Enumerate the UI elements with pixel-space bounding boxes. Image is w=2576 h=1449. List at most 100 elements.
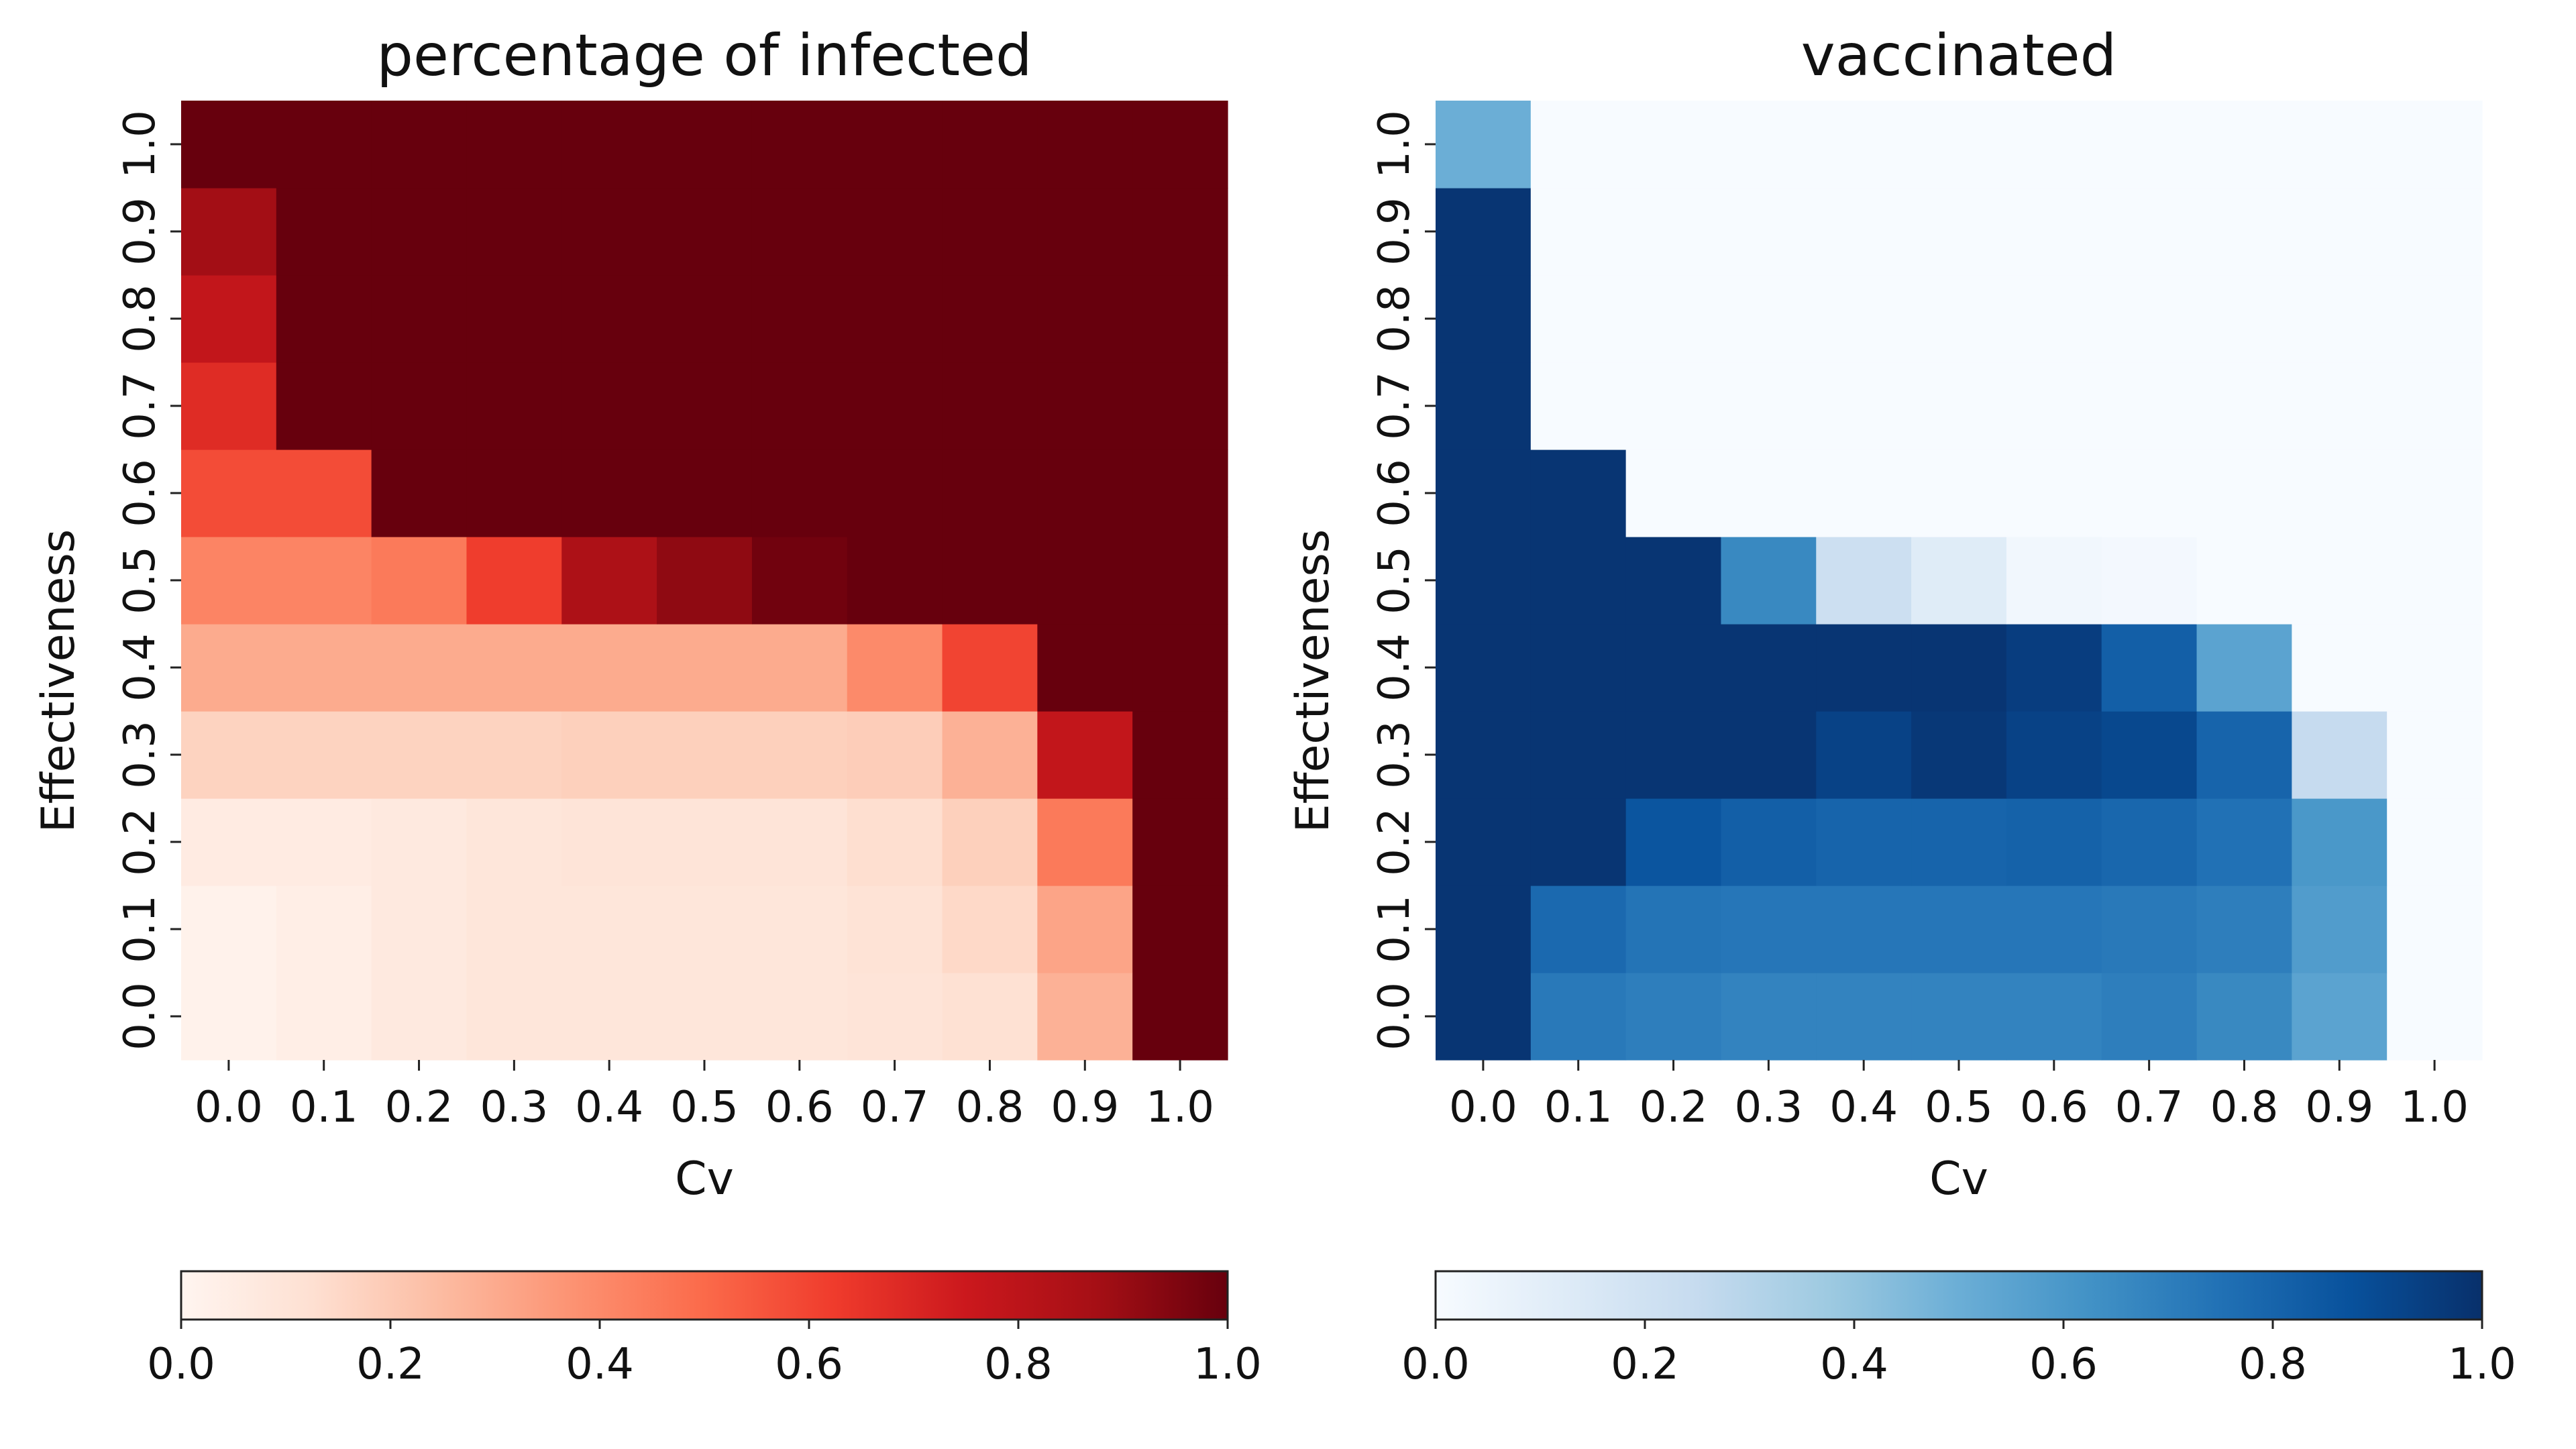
heatmap-cell [1037,449,1133,537]
y-tick-label: 0.6 [1370,459,1419,527]
heatmap-cell [1436,798,1532,886]
heatmap-cell [751,798,848,886]
colorbar [181,1271,1228,1320]
x-axis-label: Cv [1929,1152,1988,1205]
heatmap-cell [657,624,753,712]
heatmap-cell [1132,537,1228,625]
colorbar-tick-label: 1.0 [1193,1340,1262,1389]
heatmap-cell [1816,275,1912,363]
heatmap-cell [2196,537,2292,625]
x-tick-label: 0.9 [2305,1083,2373,1132]
heatmap-cell [561,798,657,886]
y-tick-label: 0.4 [115,633,165,702]
heatmap-cell [2387,711,2483,799]
x-tick-label: 0.3 [480,1083,548,1132]
heatmap-cell [2006,711,2102,799]
heatmap-cell [2196,885,2292,973]
heatmap-cell [276,362,372,450]
heatmap-cell [1911,537,2007,625]
heatmap-cell [1530,188,1627,276]
y-tick-label: 0.9 [115,197,165,266]
heatmap-cell [1625,973,1722,1061]
heatmap-cell [2006,798,2102,886]
heatmap-cell [561,624,657,712]
heatmap-cell [1436,275,1532,363]
heatmap-cell [276,449,372,537]
heatmap-cell [657,449,753,537]
heatmap-cell [2387,362,2483,450]
heatmap-cell [181,101,277,189]
heatmap-cell [1530,449,1627,537]
x-tick-label: 0.0 [1449,1083,1517,1132]
heatmap-cell [2101,973,2198,1061]
colorbar-tick-label: 0.0 [1401,1340,1470,1389]
heatmap-cell [1436,537,1532,625]
heatmap-cell [1625,537,1722,625]
heatmap-cell [657,188,753,276]
heatmap-cell [1132,885,1228,973]
heatmap-cell [847,449,943,537]
y-tick-label: 0.3 [1370,720,1419,789]
heatmap-cell [1721,624,1817,712]
heatmap-cell [181,449,277,537]
heatmap-cell [1132,101,1228,189]
heatmap-cell [1625,362,1722,450]
heatmap-cell [1816,537,1912,625]
heatmap-cell [2292,275,2387,363]
y-tick-label: 0.4 [1370,633,1419,702]
heatmap-cell [561,188,657,276]
heatmap-cell [942,449,1038,537]
heatmap-cell [1436,624,1532,712]
colorbar-tick-label: 0.8 [2239,1340,2307,1389]
heatmap-cell [181,798,277,886]
heatmap-cell [1911,624,2007,712]
heatmap-cell [1132,798,1228,886]
heatmap-cell [1816,798,1912,886]
heatmap-cell [751,362,848,450]
heatmap-cell [561,973,657,1061]
heatmap-cell [942,711,1038,799]
heatmap-cell [657,362,753,450]
heatmap-cell [2292,885,2387,973]
x-tick-label: 0.6 [2020,1083,2088,1132]
heatmap-cell [276,188,372,276]
heatmap-cell [181,188,277,276]
x-tick-label: 0.2 [385,1083,453,1132]
heatmap-cell [2292,101,2387,189]
heatmap-cell [1436,188,1532,276]
heatmap-cell [1037,188,1133,276]
heatmap-cell [1911,101,2007,189]
heatmap-cell [1816,711,1912,799]
y-tick-label: 0.1 [115,895,165,963]
y-tick-label: 0.9 [1370,197,1419,266]
x-tick-label: 0.4 [1829,1083,1898,1132]
heatmap-cell [1816,624,1912,712]
heatmap-cell [1530,537,1627,625]
heatmap-cell [1436,101,1532,189]
heatmap-cell [751,275,848,363]
heatmap-cell [657,798,753,886]
heatmap-cell [2101,537,2198,625]
x-axis-label: Cv [675,1152,734,1205]
heatmap-cell [1816,973,1912,1061]
heatmap-cell [1911,798,2007,886]
heatmap-cell [371,624,468,712]
heatmap-cell [1625,798,1722,886]
x-tick-label: 0.5 [1925,1083,1993,1132]
heatmap-cell [1625,624,1722,712]
heatmap-cell [1816,362,1912,450]
heatmap-cell [276,275,372,363]
heatmap-cell [371,973,468,1061]
heatmap-cell [1037,885,1133,973]
heatmap-cell [1911,449,2007,537]
x-tick-label: 0.8 [2210,1083,2279,1132]
colorbar-tick-label: 0.0 [147,1340,215,1389]
heatmap-cell [1132,449,1228,537]
heatmap-cell [2292,798,2387,886]
heatmap-cell [847,798,943,886]
heatmap-cell [751,449,848,537]
x-tick-label: 0.5 [670,1083,739,1132]
heatmap-cell [1625,188,1722,276]
x-tick-label: 0.2 [1640,1083,1708,1132]
